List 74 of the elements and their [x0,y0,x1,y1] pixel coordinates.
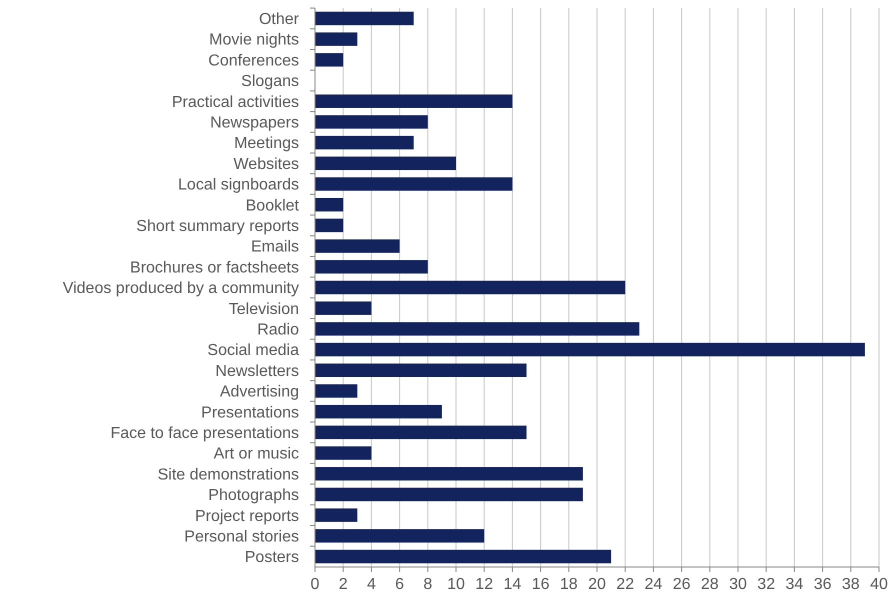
bar [315,136,414,150]
y-tick-label: Radio [257,321,300,338]
y-tick-label: Advertising [220,384,299,401]
x-tick-label: 12 [475,576,494,593]
bar [315,12,414,26]
x-tick-label: 30 [729,576,747,593]
bar [315,342,865,356]
bar [315,508,358,522]
y-tick-label: Newspapers [210,114,299,132]
x-tick-label: 32 [757,576,776,593]
bar [315,53,344,67]
bar [315,488,583,502]
y-tick-label: Face to face presentations [110,424,299,442]
y-tick-label: Site demonstrations [158,466,299,484]
bar [315,322,640,336]
bar [315,301,372,315]
bar [315,177,512,191]
bar [315,32,358,46]
y-tick-label: Meetings [234,135,299,152]
bar [315,446,372,460]
x-tick-label: 0 [310,576,320,593]
y-tick-label: Emails [250,238,299,256]
y-tick-label: Practical activities [172,94,299,111]
x-tick-label: 36 [814,576,832,593]
y-tick-label: Movie nights [209,32,299,49]
bar [315,94,512,108]
y-tick-label: Short summary reports [136,218,299,236]
x-tick-label: 10 [447,576,465,593]
y-tick-label: Posters [244,549,299,566]
x-tick-label: 8 [423,576,432,593]
bar [315,467,583,480]
y-tick-label: Videos produced by a community [62,280,299,298]
x-tick-label: 22 [616,576,634,593]
x-tick-label: 24 [644,576,662,593]
bar [315,426,526,440]
x-tick-label: 14 [504,576,522,593]
x-tick-label: 2 [338,576,348,593]
x-tick-label: 28 [700,576,719,593]
y-tick-label: Other [258,11,300,28]
bar [315,364,526,378]
y-tick-label: Television [228,300,299,318]
bar [315,384,358,398]
y-tick-label: Brochures or factsheets [130,259,299,276]
x-tick-label: 38 [842,576,860,593]
x-tick-label: 18 [560,576,578,593]
bar [315,404,442,418]
y-tick-label: Photographs [208,487,299,504]
bar [315,280,626,294]
bar [315,239,400,253]
bar [315,529,484,543]
x-tick-label: 16 [532,576,550,593]
bar [315,218,344,232]
y-tick-label: Websites [233,156,299,173]
y-tick-label: Social media [207,342,300,360]
x-tick-label: 26 [672,576,691,593]
bar [315,550,612,564]
bar [315,198,344,212]
y-tick-label: Project reports [194,508,299,525]
x-tick-label: 6 [395,576,404,593]
y-tick-label: Slogans [241,73,299,90]
y-tick-label: Presentations [201,404,299,422]
y-tick-label: Art or music [214,446,299,463]
y-tick-label: Local signboards [178,176,299,194]
x-tick-label: 40 [870,576,888,593]
bar [315,156,456,170]
y-tick-label: Conferences [208,52,299,70]
x-tick-label: 4 [366,576,376,593]
x-tick-label: 34 [786,576,804,593]
y-tick-label: Newsletters [215,362,299,380]
bar [315,260,428,274]
y-tick-label: Personal stories [184,528,299,546]
y-tick-label: Booklet [246,197,300,214]
x-tick-label: 20 [588,576,606,593]
bar [315,115,428,129]
